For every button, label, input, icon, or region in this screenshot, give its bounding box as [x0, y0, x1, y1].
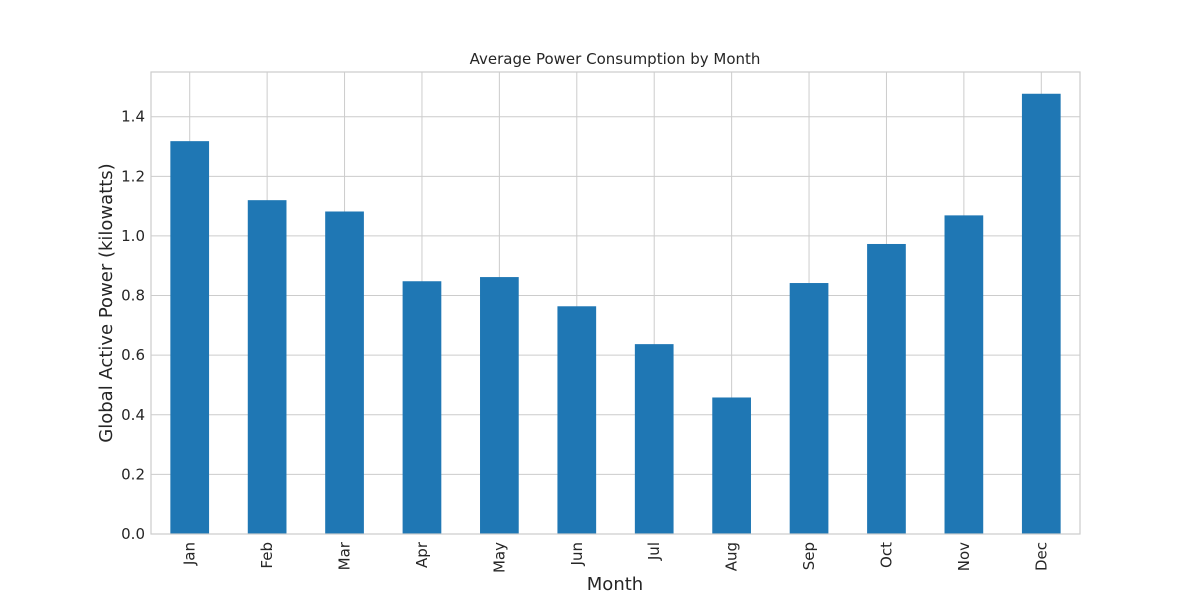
y-tick-label: 1.2: [121, 167, 145, 185]
y-axis-label: Global Active Power (kilowatts): [96, 163, 117, 442]
bar-nov: [944, 215, 984, 535]
bar-dec: [1021, 93, 1061, 534]
bar-aug: [712, 397, 751, 534]
chart-title: Average Power Consumption by Month: [470, 50, 761, 68]
x-tick-label: Dec: [1032, 542, 1050, 571]
x-tick-label: Jul: [645, 542, 663, 561]
y-tick-label: 0.2: [121, 465, 145, 483]
axes-frame: [150, 71, 1081, 535]
bar-may: [480, 277, 519, 534]
x-tick-labels: Jan Feb Mar Apr May Jun Jul Aug Sep Oct Nov Dec: [181, 541, 1051, 573]
bar-feb: [247, 200, 287, 535]
bar-sep: [789, 283, 829, 534]
x-tick-label: Sep: [800, 542, 818, 570]
x-tick-label: Oct: [877, 542, 895, 568]
x-tick-label: Nov: [955, 542, 973, 571]
bar-apr: [402, 281, 442, 534]
x-tick-label: Aug: [723, 542, 741, 571]
y-tick-labels: 0.0 0.2 0.4 0.6 0.8 1.0 1.2 1.4: [121, 108, 145, 543]
y-tick-label: 0.8: [121, 287, 145, 305]
x-tick-label: Jun: [568, 542, 586, 566]
bar-jun: [557, 306, 597, 534]
x-axis-label: Month: [587, 574, 643, 595]
y-tick-label: 0.6: [121, 346, 145, 364]
grid-lines: [151, 72, 1080, 535]
bar-jul: [634, 344, 674, 534]
y-tick-label: 0.4: [121, 406, 145, 424]
bars: [170, 93, 1061, 535]
x-tick-label: Feb: [258, 542, 276, 569]
y-tick-label: 1.4: [121, 108, 145, 126]
bar-oct: [867, 243, 906, 535]
x-tick-label: Apr: [413, 541, 431, 568]
bar-jan: [170, 141, 210, 534]
bar-mar: [325, 211, 364, 534]
y-tick-label: 1.0: [121, 227, 145, 245]
x-tick-label: Jan: [181, 542, 199, 566]
x-tick-label: Mar: [336, 541, 354, 570]
y-tick-label: 0.0: [121, 525, 145, 543]
x-tick-label: May: [490, 542, 508, 573]
